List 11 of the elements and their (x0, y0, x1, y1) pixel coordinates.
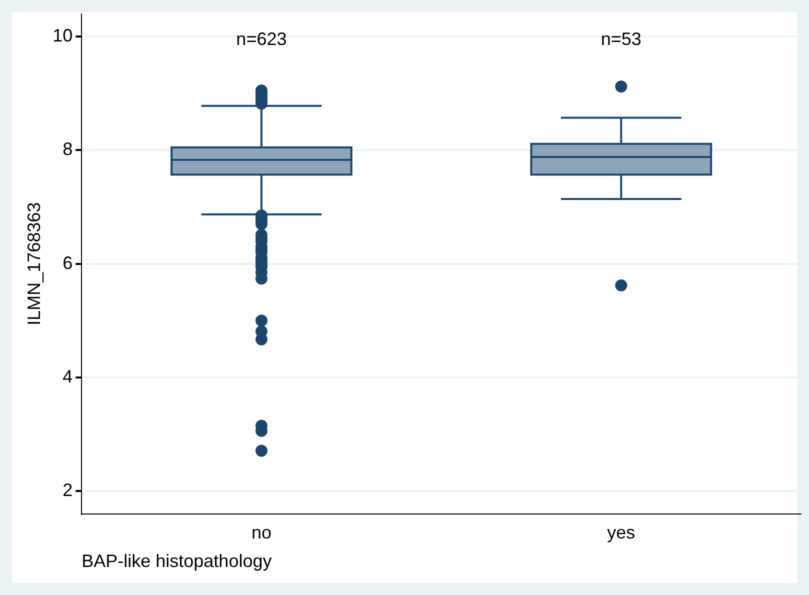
x-axis-title: BAP-like histopathology (82, 551, 272, 572)
annotation: n=623 (236, 28, 287, 49)
y-tick-label: 8 (62, 139, 73, 160)
y-tick-label: 10 (52, 25, 73, 46)
y-tick-label: 2 (62, 480, 73, 500)
y-tick-label: 6 (62, 252, 73, 273)
x-tick-label: yes (607, 522, 636, 543)
annotation: n=53 (600, 28, 642, 49)
y-tick-label: 4 (62, 366, 73, 386)
x-tick-label: no (251, 522, 272, 543)
y-axis-title: ILMN_1768363 (24, 202, 44, 326)
